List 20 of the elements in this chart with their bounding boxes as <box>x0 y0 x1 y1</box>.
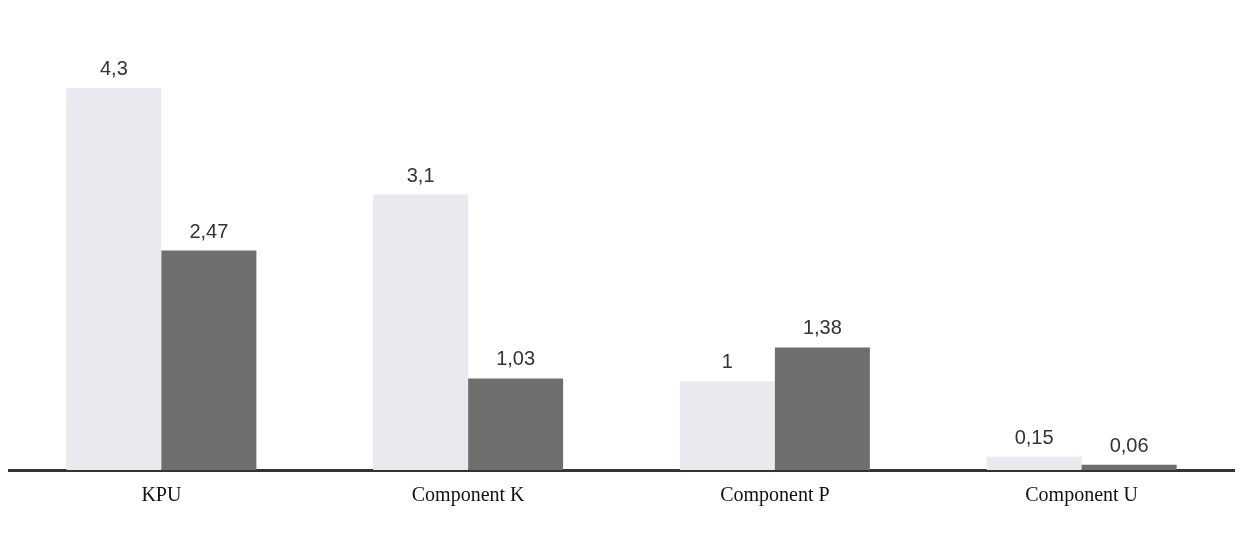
x-tick-label: Component P <box>720 483 830 506</box>
data-label: 1,03 <box>496 347 536 370</box>
bar <box>774 347 870 470</box>
data-label: 3,1 <box>406 163 435 186</box>
data-label: 2,47 <box>189 219 229 242</box>
bar <box>679 381 775 470</box>
bar <box>66 88 162 470</box>
data-label: 1,38 <box>802 316 842 339</box>
data-label: 1 <box>721 350 733 373</box>
bar <box>468 378 564 470</box>
data-label: 0,06 <box>1109 433 1149 456</box>
bar <box>1081 464 1177 470</box>
x-tick-label: KPU <box>141 483 182 505</box>
bar <box>373 194 469 470</box>
bar <box>161 250 257 470</box>
data-label: 4,3 <box>99 57 128 79</box>
data-label: 0,15 <box>1014 425 1054 448</box>
x-tick-label: Component K <box>411 483 526 506</box>
bar <box>986 456 1082 470</box>
x-tick-label: Component U <box>1025 483 1139 506</box>
